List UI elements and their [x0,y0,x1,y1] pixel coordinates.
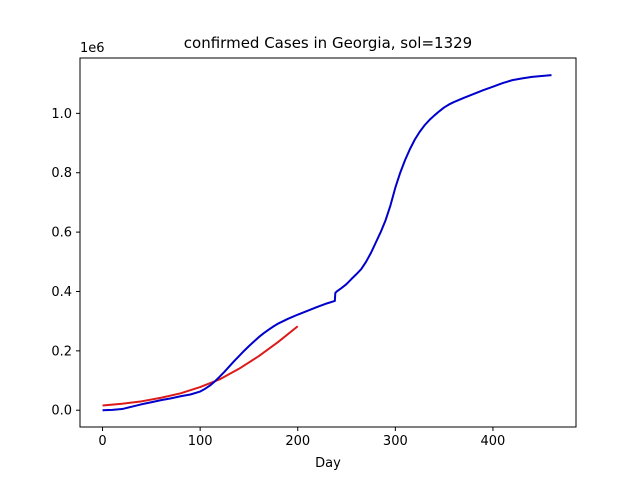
y-tick-label: 1.0 [51,107,72,122]
x-tick-label: 100 [188,434,213,449]
x-axis-label: Day [315,456,341,471]
y-tick-label: 0.6 [51,226,72,241]
x-tick-label: 300 [383,434,408,449]
ticks-layer: 0 100 200 300 400 0.0 0.2 0.4 0.6 0.8 1.0 [51,107,505,449]
y-tick-label: 0.0 [51,404,72,419]
y-tick-label: 0.2 [51,344,72,359]
x-tick-label: 0 [98,434,106,449]
y-tick-label: 0.8 [51,166,72,181]
chart-title: confirmed Cases in Georgia, sol=1329 [184,34,472,52]
x-tick-label: 200 [285,434,310,449]
plot-frame [79,57,577,428]
series-line-2 [102,74,552,412]
y-tick-label: 0.4 [51,285,72,300]
x-tick-label: 400 [481,434,506,449]
series-line-1 [102,325,299,407]
series-layer [102,74,552,412]
y-axis-offset-text: 1e6 [80,41,105,56]
